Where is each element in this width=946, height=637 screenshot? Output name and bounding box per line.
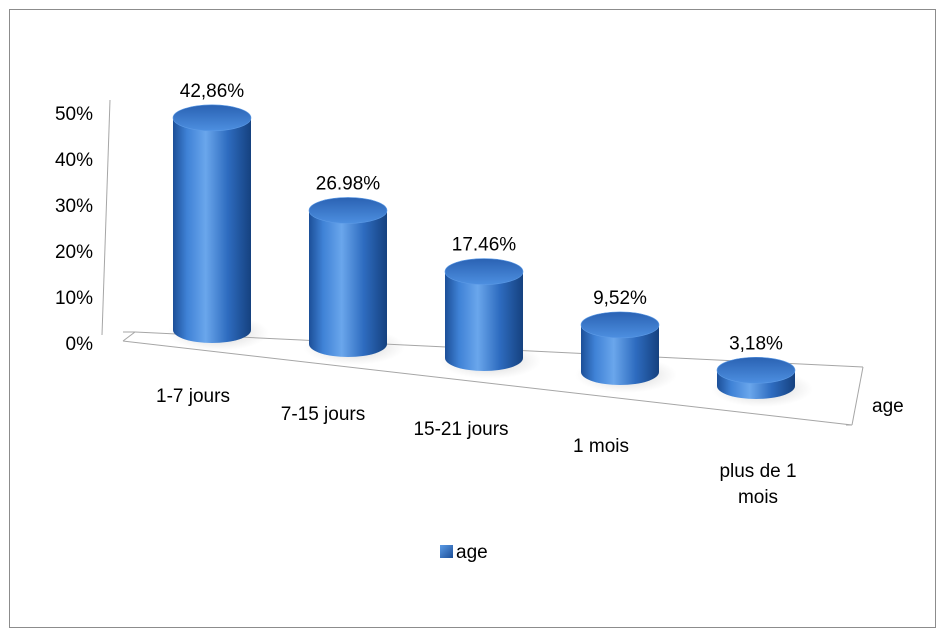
bar bbox=[575, 311, 677, 393]
data-label: 17.46% bbox=[452, 235, 517, 256]
x-tick-label: 7-15 jours bbox=[281, 404, 366, 425]
x-tick-label: plus de 1 mois bbox=[719, 461, 796, 508]
x-tick-label: 1 mois bbox=[573, 436, 629, 457]
data-label: 42,86% bbox=[180, 81, 245, 102]
x-tick-label: 1-7 jours bbox=[156, 386, 230, 407]
back-wall-left-edge bbox=[101, 99, 111, 336]
data-labels: 42,86% 26.98% 17.46% 9,52% 3,18% bbox=[180, 81, 783, 354]
floor-left-edge bbox=[122, 331, 136, 342]
bar-body bbox=[309, 210, 387, 357]
chart-frame: 0% 10% 20% 30% 40% 50% 42,86% 26.98% 17.46% 9,52… bbox=[9, 9, 936, 628]
x-axis-labels: 1-7 jours 7-15 jours 15-21 jours 1 mois plus… bbox=[156, 386, 797, 508]
bar-top bbox=[444, 258, 524, 285]
y-tick-label: 40% bbox=[55, 150, 93, 171]
legend-entry: age bbox=[456, 542, 488, 563]
bar bbox=[303, 197, 405, 365]
y-tick-label: 0% bbox=[66, 334, 94, 355]
bar-body bbox=[445, 271, 523, 371]
bar-top bbox=[580, 311, 660, 339]
legend-swatch bbox=[440, 545, 453, 558]
y-tick-label: 10% bbox=[55, 288, 93, 309]
data-label: 26.98% bbox=[316, 173, 381, 194]
chart-svg: 0% 10% 20% 30% 40% 50% 42,86% 26.98% 17.46% 9,52… bbox=[55, 81, 904, 563]
bar bbox=[439, 258, 541, 379]
floor-front-edge bbox=[122, 340, 853, 426]
depth-axis-label: age bbox=[872, 396, 904, 417]
bars bbox=[167, 104, 813, 407]
bar-top bbox=[172, 104, 252, 132]
bar-body bbox=[581, 324, 659, 385]
legend: age bbox=[440, 542, 488, 563]
y-tick-label: 20% bbox=[55, 242, 93, 263]
bar bbox=[711, 356, 813, 407]
data-label: 9,52% bbox=[593, 288, 647, 309]
x-tick-label: 15-21 jours bbox=[413, 419, 508, 440]
data-label: 3,18% bbox=[729, 333, 783, 354]
bar-body bbox=[173, 117, 251, 343]
bar bbox=[167, 104, 269, 351]
bar-top bbox=[716, 356, 796, 384]
y-tick-label: 30% bbox=[55, 196, 93, 217]
bar-top bbox=[308, 197, 388, 224]
y-tick-label: 50% bbox=[55, 104, 93, 125]
floor-right-edge bbox=[851, 366, 864, 426]
y-axis-ticks: 0% 10% 20% 30% 40% 50% bbox=[55, 104, 93, 355]
